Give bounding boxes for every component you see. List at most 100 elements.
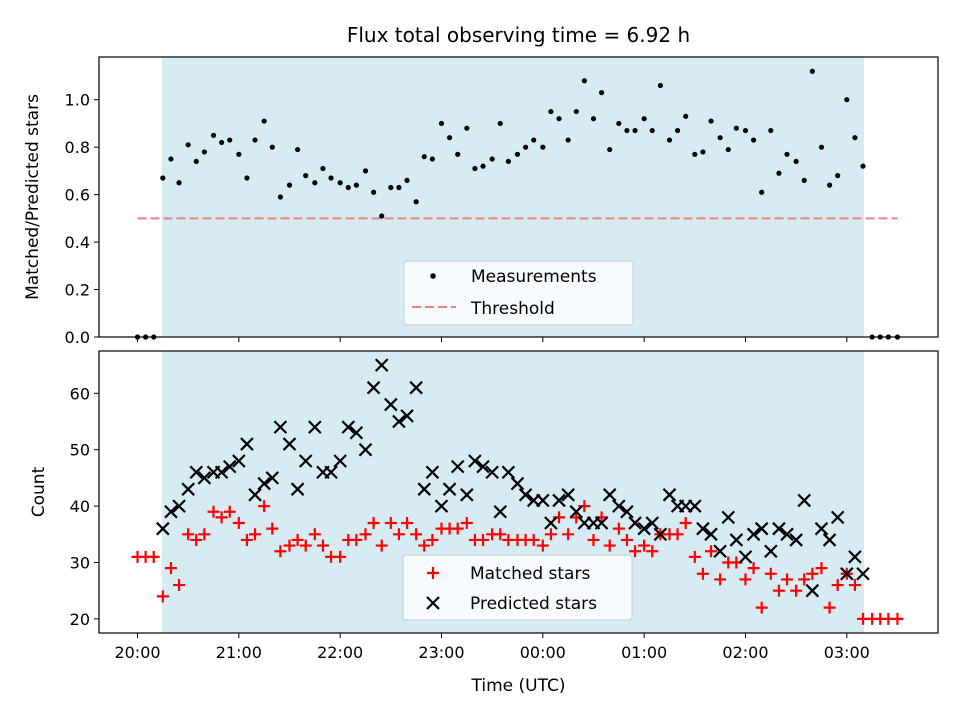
predicted-star-point (653, 527, 668, 542)
measurement-point (674, 127, 681, 134)
measurement-point (497, 120, 503, 127)
matched-star-point (739, 573, 752, 586)
x-tick-label: 02:00 (722, 643, 768, 662)
predicted-star-point (409, 380, 423, 395)
predicted-star-point (434, 499, 449, 513)
matched-star-point (207, 505, 220, 518)
measurement-point (540, 144, 546, 150)
measurement-point (649, 127, 655, 134)
legend-threshold-label: Threshold (470, 299, 555, 319)
predicted-star-point (290, 482, 305, 496)
measurement-point (337, 180, 343, 186)
predicted-star-point (425, 465, 440, 480)
measurement-point (429, 156, 435, 162)
legend-matched-label: Matched stars (470, 564, 590, 584)
predicted-star-point (222, 459, 237, 474)
predicted-star-point (476, 459, 490, 474)
bottom-legend: Matched stars Predicted stars (402, 554, 633, 621)
measurement-point (176, 180, 182, 186)
matched-star-point (755, 601, 768, 614)
measurement-point (345, 184, 351, 191)
top-y-tick-label: 0.8 (65, 138, 90, 157)
measurement-point (320, 165, 326, 172)
matched-star-point (147, 550, 160, 563)
predicted-star-point (552, 493, 566, 508)
predicted-star-point (729, 533, 744, 547)
predicted-star-point (696, 521, 710, 536)
measurement-point (269, 144, 275, 150)
predicted-star-point (713, 544, 727, 558)
measurement-point (708, 118, 714, 124)
matched-star-point (848, 579, 861, 592)
predicted-star-point (688, 499, 702, 513)
predicted-star-point (333, 454, 347, 468)
matched-star-point (223, 505, 236, 518)
measurement-point (590, 116, 597, 122)
measurement-point (219, 139, 225, 146)
measurement-point (565, 137, 571, 143)
matched-star-point (426, 533, 439, 546)
matched-star-point (671, 528, 684, 541)
bottom-y-ticks: 20 30 40 50 60 (70, 384, 99, 629)
matched-star-point (790, 584, 803, 597)
top-series-marks (134, 68, 901, 340)
measurement-point (852, 135, 858, 141)
matched-star-point (823, 601, 836, 614)
predicted-star-point (156, 521, 170, 536)
matched-star-point (764, 567, 777, 580)
measurement-point (759, 189, 765, 195)
matched-star-point (638, 539, 651, 552)
x-tick-label: 20:00 (114, 643, 160, 662)
matched-star-point (316, 539, 329, 552)
measurement-point (303, 173, 309, 179)
bottom-series-marks (131, 358, 904, 625)
measurement-point (835, 173, 841, 179)
predicted-star-point (341, 420, 356, 434)
top-y-axis-label: Matched/Predicted stars (23, 94, 43, 300)
matched-star-point (367, 517, 380, 530)
measurement-point (421, 154, 427, 160)
matched-star-point (410, 528, 423, 541)
measurement-point (353, 182, 359, 188)
measurement-point (860, 163, 866, 169)
matched-star-point (308, 528, 321, 541)
measurement-point (581, 78, 587, 84)
matched-star-point (544, 528, 557, 541)
matched-star-point (350, 533, 363, 546)
matched-star-point (173, 579, 186, 592)
top-legend: Measurements Threshold (403, 260, 634, 326)
predicted-star-point (485, 465, 499, 480)
measurement-point (379, 213, 385, 219)
measurement-point (286, 182, 293, 188)
matched-star-point (562, 528, 575, 541)
matched-star-point (182, 528, 195, 541)
measurement-point (472, 165, 478, 172)
predicted-star-point (518, 488, 533, 502)
predicted-star-point (848, 550, 862, 564)
measurement-point (193, 158, 199, 165)
matched-star-point (249, 528, 262, 541)
bottom-y-tick-label: 60 (70, 384, 90, 403)
predicted-star-point (417, 482, 432, 496)
predicted-star-point (460, 488, 474, 502)
predicted-star-point (544, 516, 558, 530)
predicted-star-point (392, 414, 406, 429)
measurement-point (531, 137, 537, 143)
predicted-star-point (374, 358, 389, 372)
matched-star-point (384, 517, 397, 530)
matched-star-point (477, 533, 490, 546)
matched-star-point (291, 533, 304, 546)
measurement-point (185, 142, 191, 148)
measurement-point (826, 182, 833, 188)
measurement-point (210, 132, 217, 138)
predicted-star-point (602, 488, 617, 502)
matched-star-point (612, 522, 625, 535)
matched-star-point (156, 590, 169, 603)
legend-predicted-label: Predicted stars (470, 594, 597, 614)
bottom-y-tick-label: 50 (70, 441, 90, 460)
x-tick-label: 03:00 (824, 643, 870, 662)
top-panel: 0.0 0.2 0.4 0.6 0.8 1.0 Flux total observing … (23, 23, 939, 347)
x-tick-label: 22:00 (317, 643, 363, 662)
measurement-point (784, 151, 790, 157)
matched-star-point (283, 539, 296, 552)
